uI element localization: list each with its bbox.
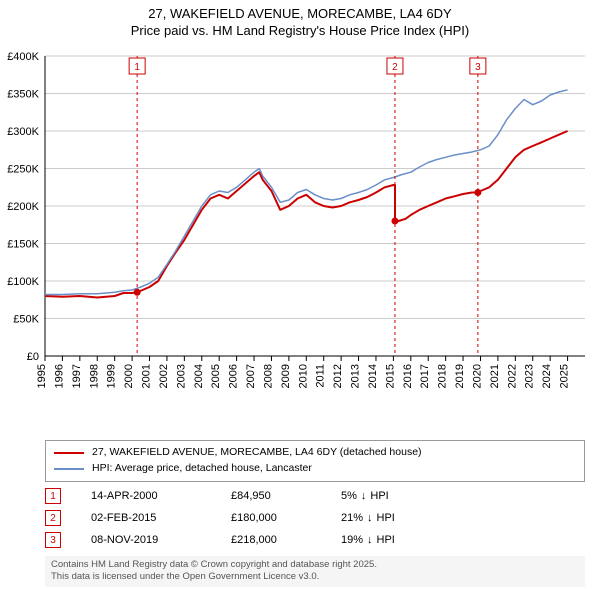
svg-text:£100K: £100K [7, 276, 39, 288]
svg-text:£150K: £150K [7, 239, 39, 251]
sales-table: 1 14-APR-2000 £84,950 5% ↓ HPI 2 02-FEB-… [45, 485, 585, 551]
svg-text:2005: 2005 [210, 364, 222, 388]
sale-marker-badge: 3 [45, 532, 61, 548]
legend-label-price-paid: 27, WAKEFIELD AVENUE, MORECAMBE, LA4 6DY… [92, 445, 422, 461]
svg-text:2025: 2025 [559, 364, 571, 388]
sale-price: £218,000 [231, 534, 341, 546]
sale-date: 08-NOV-2019 [91, 534, 231, 546]
legend-label-hpi: HPI: Average price, detached house, Lanc… [92, 461, 312, 477]
svg-text:2011: 2011 [315, 364, 327, 388]
sale-price: £84,950 [231, 490, 341, 502]
svg-text:2021: 2021 [489, 364, 501, 388]
sale-vs-label: HPI [377, 512, 395, 524]
legend-swatch-blue [54, 468, 84, 470]
svg-text:2006: 2006 [228, 364, 240, 388]
copyright-notice: Contains HM Land Registry data © Crown c… [45, 556, 585, 587]
svg-text:2: 2 [392, 62, 398, 73]
svg-text:3: 3 [475, 62, 481, 73]
svg-text:1995: 1995 [36, 364, 48, 388]
copyright-line-2: This data is licensed under the Open Gov… [51, 571, 579, 583]
sale-marker-badge: 1 [45, 488, 61, 504]
sale-date: 14-APR-2000 [91, 490, 231, 502]
chart-title-block: 27, WAKEFIELD AVENUE, MORECAMBE, LA4 6DY… [0, 0, 600, 40]
svg-text:2002: 2002 [158, 364, 170, 388]
sale-diff-pct: 5% [341, 490, 357, 502]
svg-text:1996: 1996 [53, 364, 65, 388]
svg-text:2004: 2004 [193, 364, 205, 388]
arrow-down-icon: ↓ [367, 512, 373, 524]
chart-plot-area: £0£50K£100K£150K£200K£250K£300K£350K£400… [45, 48, 585, 398]
svg-text:2013: 2013 [350, 364, 362, 388]
legend-swatch-red [54, 452, 84, 454]
title-line-1: 27, WAKEFIELD AVENUE, MORECAMBE, LA4 6DY [0, 6, 600, 23]
sale-row: 3 08-NOV-2019 £218,000 19% ↓ HPI [45, 529, 585, 551]
sale-diff: 19% ↓ HPI [341, 534, 585, 546]
legend-item-price-paid: 27, WAKEFIELD AVENUE, MORECAMBE, LA4 6DY… [54, 445, 576, 461]
sale-diff: 21% ↓ HPI [341, 512, 585, 524]
sale-diff-pct: 19% [341, 534, 363, 546]
svg-text:£200K: £200K [7, 201, 39, 213]
arrow-down-icon: ↓ [367, 534, 373, 546]
sale-row: 1 14-APR-2000 £84,950 5% ↓ HPI [45, 485, 585, 507]
svg-text:2014: 2014 [367, 364, 379, 388]
svg-text:2024: 2024 [541, 364, 553, 388]
title-line-2: Price paid vs. HM Land Registry's House … [0, 23, 600, 40]
svg-text:2010: 2010 [297, 364, 309, 388]
svg-text:2003: 2003 [175, 364, 187, 388]
copyright-line-1: Contains HM Land Registry data © Crown c… [51, 559, 579, 571]
svg-text:£50K: £50K [13, 314, 39, 326]
svg-text:2023: 2023 [524, 364, 536, 388]
svg-text:£300K: £300K [7, 126, 39, 138]
svg-text:1: 1 [134, 62, 140, 73]
svg-text:2000: 2000 [123, 364, 135, 388]
svg-text:1999: 1999 [106, 364, 118, 388]
svg-text:2001: 2001 [141, 364, 153, 388]
svg-text:2020: 2020 [471, 364, 483, 388]
svg-text:2016: 2016 [402, 364, 414, 388]
svg-text:2012: 2012 [332, 364, 344, 388]
svg-text:2018: 2018 [437, 364, 449, 388]
sale-vs-label: HPI [370, 490, 388, 502]
svg-text:2009: 2009 [280, 364, 292, 388]
svg-text:£350K: £350K [7, 89, 39, 101]
chart-container: 27, WAKEFIELD AVENUE, MORECAMBE, LA4 6DY… [0, 0, 600, 590]
svg-text:2019: 2019 [454, 364, 466, 388]
legend: 27, WAKEFIELD AVENUE, MORECAMBE, LA4 6DY… [45, 440, 585, 482]
svg-text:2008: 2008 [262, 364, 274, 388]
chart-svg: £0£50K£100K£150K£200K£250K£300K£350K£400… [45, 48, 585, 398]
svg-text:2007: 2007 [245, 364, 257, 388]
sale-diff: 5% ↓ HPI [341, 490, 585, 502]
svg-text:2017: 2017 [419, 364, 431, 388]
svg-text:2015: 2015 [384, 364, 396, 388]
sale-marker-badge: 2 [45, 510, 61, 526]
arrow-down-icon: ↓ [361, 490, 367, 502]
sale-row: 2 02-FEB-2015 £180,000 21% ↓ HPI [45, 507, 585, 529]
svg-text:1997: 1997 [71, 364, 83, 388]
legend-item-hpi: HPI: Average price, detached house, Lanc… [54, 461, 576, 477]
sale-date: 02-FEB-2015 [91, 512, 231, 524]
sale-price: £180,000 [231, 512, 341, 524]
svg-text:2022: 2022 [506, 364, 518, 388]
svg-text:1998: 1998 [88, 364, 100, 388]
svg-text:£400K: £400K [7, 51, 39, 63]
svg-text:£0: £0 [27, 351, 39, 363]
svg-text:£250K: £250K [7, 164, 39, 176]
sale-vs-label: HPI [377, 534, 395, 546]
sale-diff-pct: 21% [341, 512, 363, 524]
